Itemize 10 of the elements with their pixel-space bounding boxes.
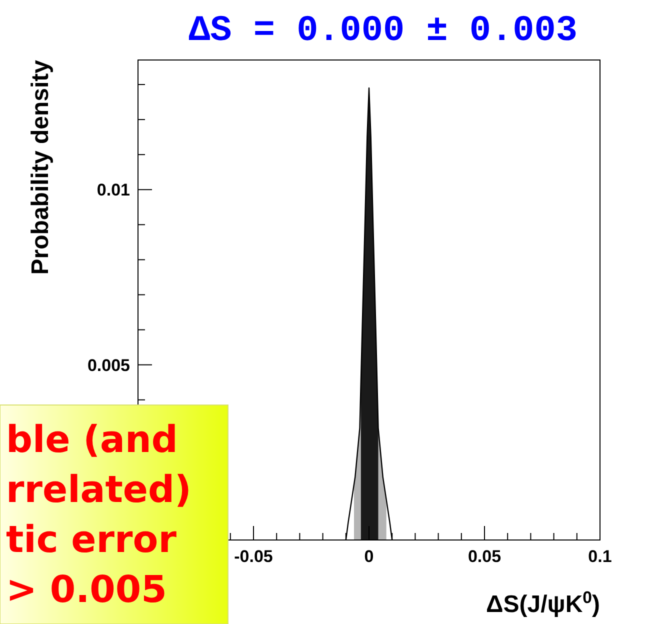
x-tick-label: 0.1	[588, 547, 612, 566]
x-tick-label: 0	[364, 547, 374, 566]
x-tick-label: 0.05	[468, 547, 502, 566]
y-axis-title: Probability density	[27, 59, 54, 275]
annotation: ble (and rrelated) tic error > 0.005	[6, 418, 192, 611]
x-axis-title: ΔS(J/ψK$^{0}$)	[486, 588, 600, 618]
y-tick-label: 0.01	[96, 180, 130, 200]
y-tick-label: 0.005	[87, 356, 130, 375]
chart-title: ΔS = 0.000 ± 0.003	[188, 10, 578, 51]
x-tick-label: -0.05	[234, 547, 273, 566]
